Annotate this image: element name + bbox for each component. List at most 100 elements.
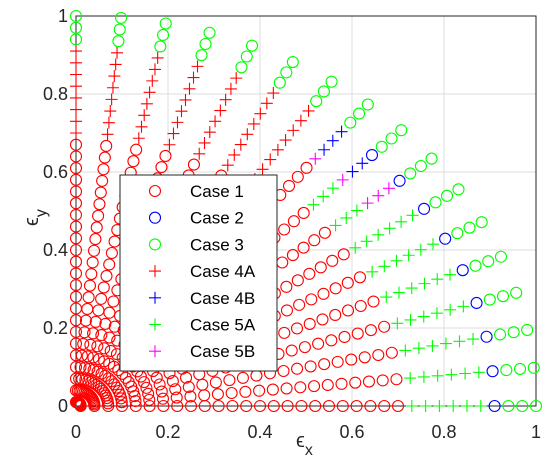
data-point: [69, 138, 83, 151]
data-point: [360, 235, 373, 248]
data-point: [453, 335, 466, 348]
data-point: [317, 287, 330, 300]
data-point: [405, 400, 418, 412]
data-point: [163, 138, 176, 151]
data-point: [362, 375, 376, 388]
data-point: [286, 56, 299, 69]
data-point: [140, 381, 153, 394]
data-point: [69, 185, 83, 198]
data-point: [70, 115, 82, 128]
data-point: [344, 116, 357, 129]
data-point: [191, 60, 204, 73]
data-point: [151, 51, 164, 64]
data-point: [93, 198, 106, 211]
y-tick-label: 0.2: [43, 318, 68, 338]
data-point: [335, 377, 348, 390]
data-point: [516, 399, 529, 413]
data-point: [447, 400, 460, 412]
data-point: [159, 149, 172, 163]
data-point: [69, 360, 83, 374]
data-point: [129, 399, 142, 413]
data-point: [282, 179, 296, 192]
data-point: [73, 372, 86, 385]
data-point: [253, 399, 267, 413]
legend-marker: [148, 238, 162, 251]
data-point: [402, 249, 415, 262]
data-point: [431, 273, 444, 286]
data-point: [107, 295, 120, 308]
data-point: [294, 381, 307, 394]
data-point: [430, 307, 443, 320]
data-point: [119, 371, 132, 384]
data-point: [69, 255, 83, 268]
data-point: [70, 91, 82, 104]
data-point: [171, 399, 184, 413]
data-point: [483, 293, 496, 306]
data-point: [417, 310, 430, 323]
data-point: [112, 35, 125, 48]
data-point: [312, 337, 325, 350]
data-point: [302, 104, 315, 117]
data-point: [153, 378, 166, 391]
data-point: [392, 286, 405, 299]
data-point: [103, 331, 116, 344]
data-point: [304, 360, 317, 373]
data-point: [209, 115, 222, 128]
data-point: [69, 349, 83, 362]
data-point: [385, 346, 398, 359]
legend: Case 1 Case 2 Case 3 Case 4A Case 4B Case 5A C…: [119, 174, 278, 372]
data-point: [69, 243, 83, 257]
data-point: [256, 163, 269, 176]
legend-label: Case 4B: [190, 289, 255, 308]
data-point: [92, 353, 105, 366]
data-point: [69, 372, 83, 385]
x-tick-label: 0.8: [431, 422, 456, 442]
data-point: [439, 232, 452, 245]
data-point: [100, 269, 113, 282]
data-point: [103, 258, 116, 271]
data-point: [303, 317, 316, 330]
data-point: [361, 98, 374, 111]
data-point: [507, 326, 520, 339]
legend-box: [119, 174, 278, 372]
data-point: [361, 197, 374, 210]
data-point: [156, 392, 170, 405]
data-point: [451, 227, 464, 240]
data-point: [349, 376, 362, 389]
data-point: [198, 389, 211, 402]
data-point: [300, 161, 313, 174]
data-point: [309, 399, 322, 413]
data-point: [393, 174, 406, 187]
data-point: [94, 186, 107, 199]
x-axis-label: ϵx: [296, 430, 313, 459]
data-point: [106, 81, 119, 94]
data-point: [241, 128, 254, 141]
data-point: [211, 388, 224, 401]
data-point: [69, 162, 83, 175]
data-point: [143, 399, 156, 413]
y-tick-label: 0.6: [43, 162, 68, 182]
legend-label: Case 5B: [190, 342, 255, 361]
data-point: [166, 375, 179, 388]
data-point: [143, 86, 156, 99]
data-point: [367, 295, 380, 308]
data-point: [184, 399, 198, 413]
data-point: [273, 76, 286, 89]
data-point: [331, 355, 344, 368]
data-point: [276, 256, 289, 269]
data-point: [318, 143, 331, 156]
data-point: [280, 304, 294, 317]
data-point: [372, 228, 385, 241]
data-point: [293, 298, 306, 311]
data-point: [108, 70, 121, 83]
data-point: [459, 367, 472, 380]
axes-box: [75, 15, 537, 407]
data-point: [317, 85, 330, 98]
data-point: [514, 362, 527, 375]
data-point: [69, 384, 83, 397]
data-point: [337, 248, 350, 261]
data-point: [298, 341, 311, 354]
data-point: [199, 37, 212, 51]
data-point: [203, 26, 216, 39]
